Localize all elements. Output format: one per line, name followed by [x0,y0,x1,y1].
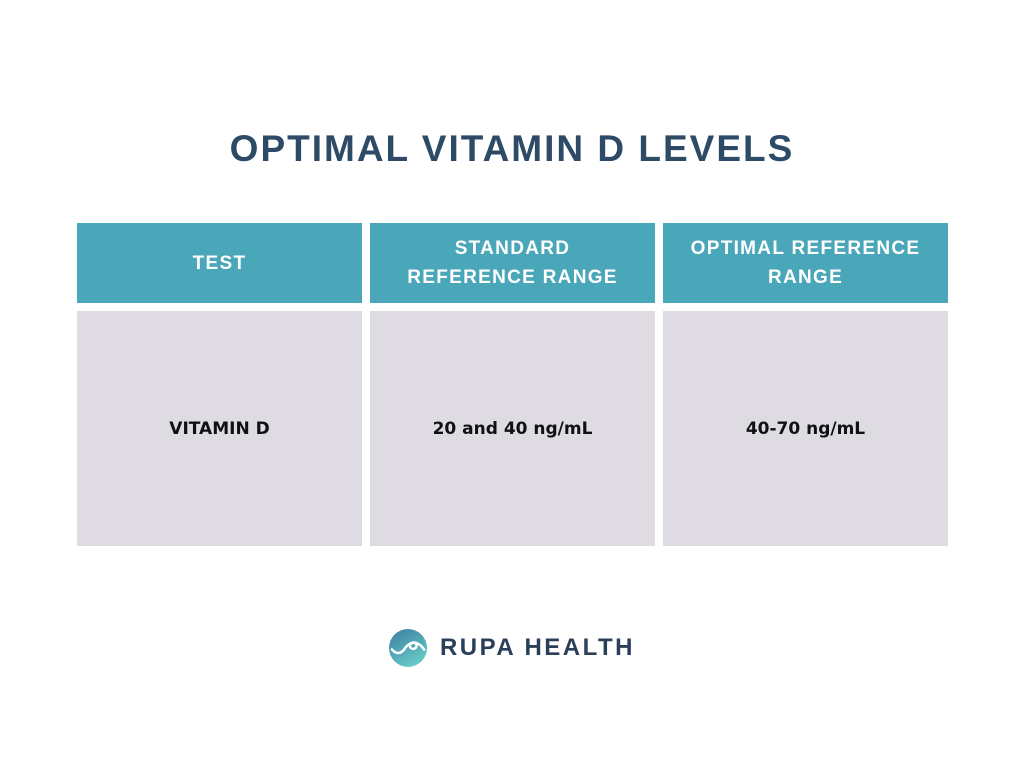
table-cell-optimal-range: 40-70 ng/mL [663,311,948,546]
vitamin-d-table: TEST STANDARD REFERENCE RANGE OPTIMAL RE… [77,223,948,546]
brand-logo: RUPA HEALTH [0,629,1024,667]
rupa-wave-icon [388,629,427,667]
brand-name: RUPA HEALTH [439,634,636,661]
table-cell-standard-range: 20 and 40 ng/mL [370,311,655,546]
table-header-optimal-range: OPTIMAL REFERENCE RANGE [663,223,948,303]
table-header-standard-range: STANDARD REFERENCE RANGE [370,223,655,303]
table-cell-test-name: VITAMIN D [77,311,362,546]
table-header-test: TEST [77,223,362,303]
page-title: OPTIMAL VITAMIN D LEVELS [229,128,795,169]
